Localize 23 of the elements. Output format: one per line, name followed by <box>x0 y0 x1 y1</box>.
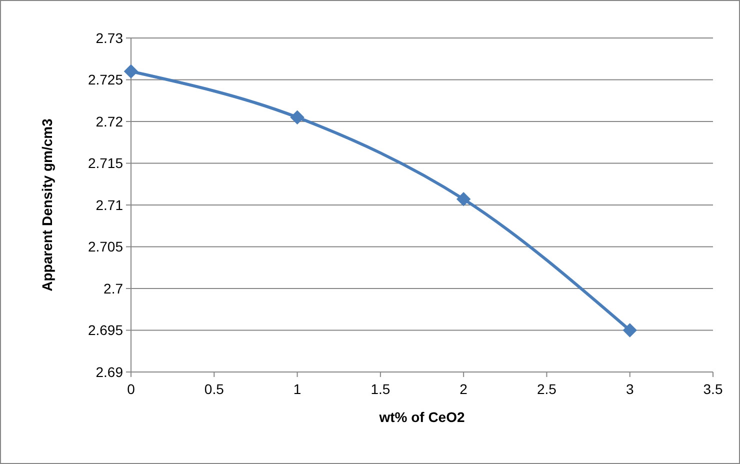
y-tick-label: 2.7 <box>104 280 124 296</box>
x-tick-label: 2.5 <box>536 381 557 397</box>
y-tick-label: 2.73 <box>96 30 124 46</box>
x-tick-label: 2 <box>460 381 468 397</box>
x-tick-label: 1 <box>293 381 302 397</box>
point <box>290 110 304 124</box>
y-axis-title: Apparent Density gm/cm3 <box>39 118 55 292</box>
x-tick-label: 0.5 <box>204 381 224 397</box>
y-tick-label: 2.69 <box>96 364 124 380</box>
y-tick-label: 2.725 <box>88 72 124 88</box>
y-tick-label: 2.705 <box>88 238 124 255</box>
y-tick-label: 2.715 <box>88 155 124 172</box>
x-axis-title: wt% of CeO2 <box>378 409 465 425</box>
y-tick-label: 2.695 <box>88 322 124 338</box>
x-tick-label: 0 <box>127 381 136 397</box>
point <box>124 64 138 79</box>
point <box>622 323 637 338</box>
point <box>456 192 471 206</box>
x-tick-label: 3.5 <box>703 381 723 397</box>
y-tick-label: 2.72 <box>96 113 124 130</box>
x-tick-label: 3 <box>626 381 634 397</box>
y-tick-label: 2.71 <box>96 196 124 213</box>
x-tick-label: 1.5 <box>370 381 390 397</box>
